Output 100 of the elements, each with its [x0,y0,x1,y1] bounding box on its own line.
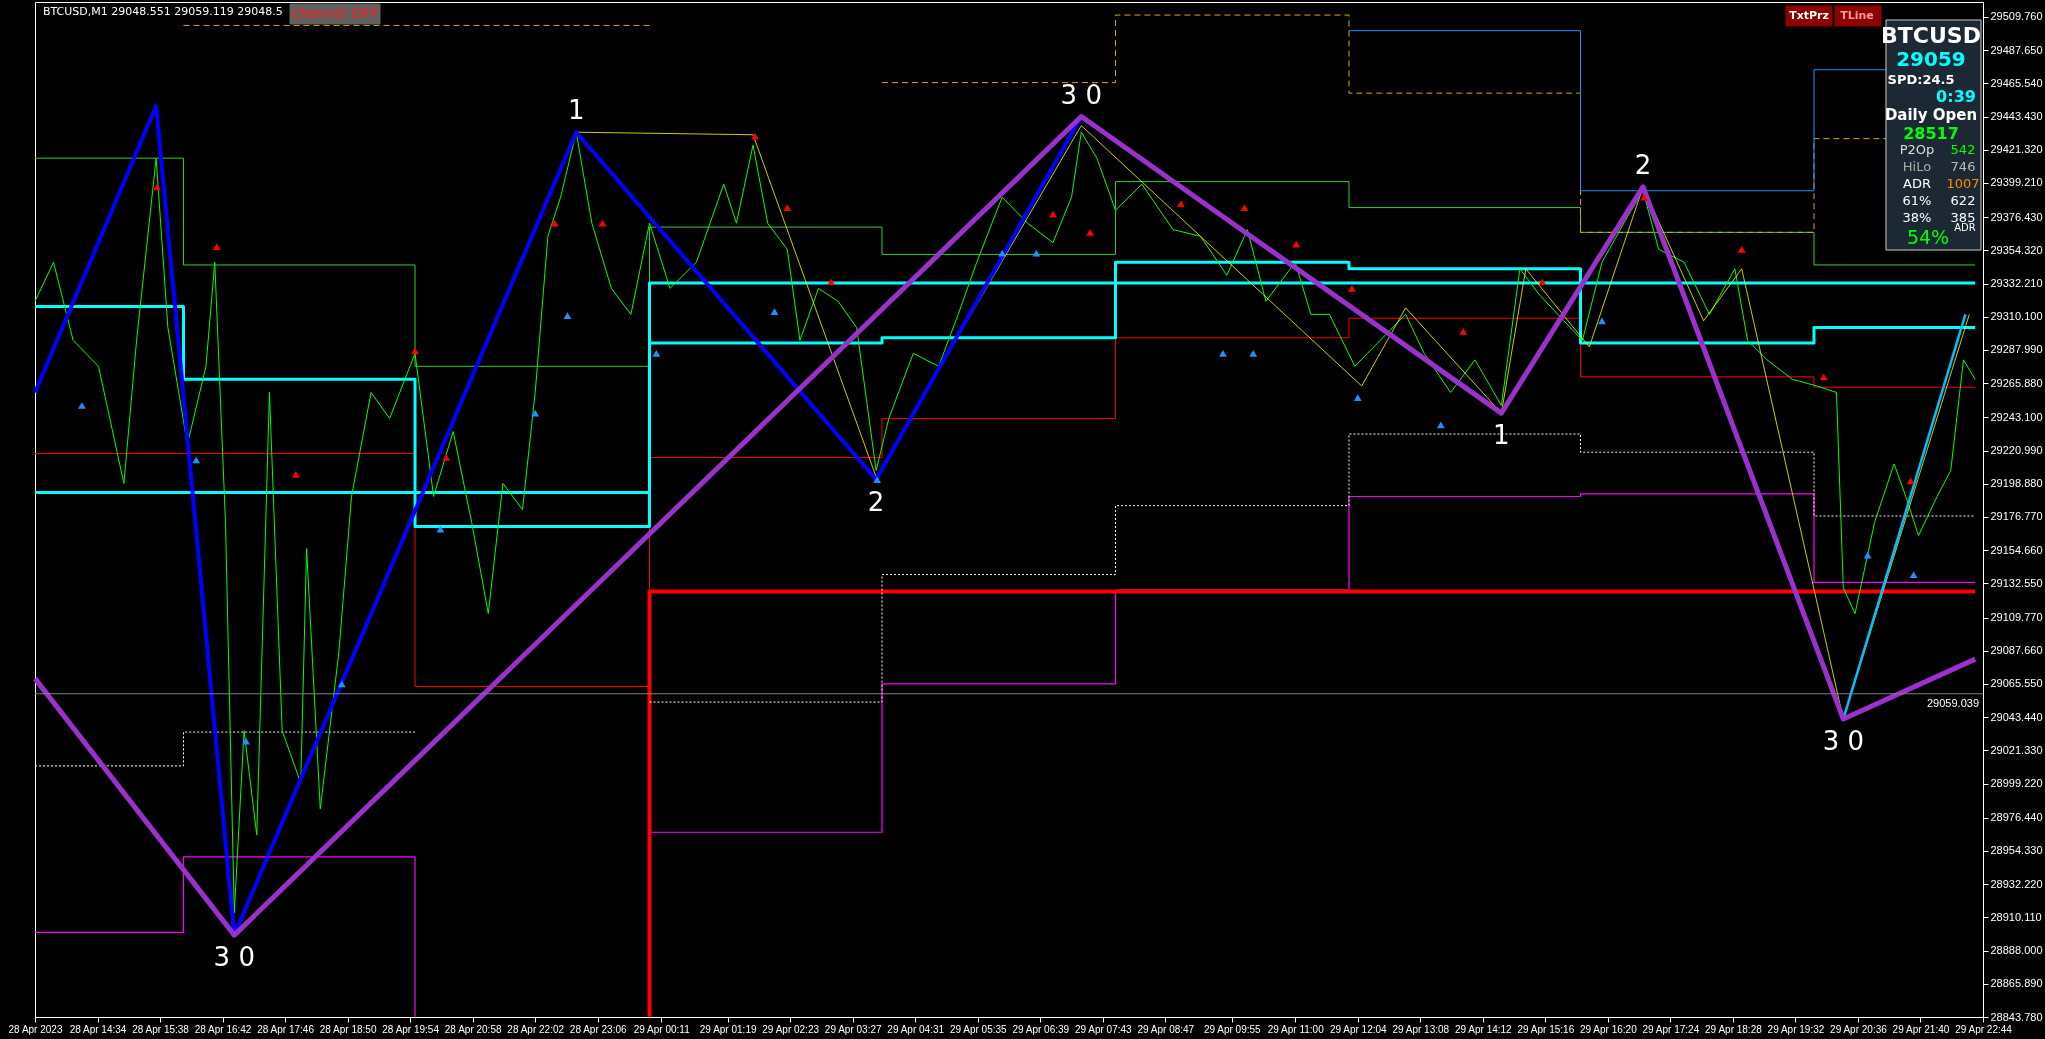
x-tick-label: 29 Apr 16:20 [1580,1023,1638,1035]
x-tick-label: 29 Apr 14:12 [1454,1023,1513,1035]
annotation: Daily Open [1884,106,1978,124]
y-tick-label: 29176.770 [1990,510,2043,523]
y-tick-label: 28932.220 [1990,877,2043,890]
point [1086,229,1094,236]
x-tick-label: 29 Apr 21:40 [1892,1023,1950,1035]
y-tick-label: 29220.990 [1990,444,2043,457]
annotation: 38% [1902,210,1932,225]
x-tick-label: 28 Apr 2023 [8,1023,63,1035]
point [827,278,836,286]
x-tick-label: 28 Apr 16:42 [194,1023,252,1035]
ref-line-label: 29059.039 [1927,696,1979,709]
x-tick-label: 29 Apr 22:44 [1955,1023,2013,1035]
point [411,347,419,355]
x-tick-label: 28 Apr 15:38 [132,1023,190,1035]
y-tick-label: 29399.210 [1990,176,2043,189]
point [873,476,881,483]
y-tick-label: 28999.220 [1990,777,2043,790]
annotation: TxtPrz [1789,9,1829,22]
annotation: 61% [1902,193,1932,208]
annotation: 1 [1493,420,1510,451]
x-tick-label: 28 Apr 19:54 [382,1023,440,1035]
x-tick-label: 29 Apr 12:04 [1329,1023,1388,1035]
point [1249,350,1258,357]
point [1598,317,1606,325]
x-tick-label: 29 Apr 01:19 [699,1023,757,1035]
y-tick-label: 29509.760 [1990,10,2043,23]
point [1538,278,1547,286]
point [442,454,451,461]
y-tick-label: 29487.650 [1990,43,2043,56]
y-tick-label: 29021.330 [1990,743,2043,756]
annotation: SPD:24.5 [1887,72,1955,87]
point [1219,350,1227,357]
point [1737,245,1746,253]
x-tick-label: 29 Apr 04:31 [887,1023,945,1035]
y-tick-label: 28888.000 [1990,944,2043,957]
point [1177,200,1185,208]
point [531,409,540,417]
y-tick-label: 29198.880 [1990,477,2043,490]
annotation: 385 [1950,210,1976,225]
annotation: 3 0 [1060,79,1102,110]
point [78,402,86,409]
y-tick-label: 29087.660 [1990,644,2043,657]
x-tick-label: 29 Apr 03:27 [824,1023,882,1035]
x-tick-label: 29 Apr 18:28 [1705,1023,1763,1035]
point [652,350,661,357]
x-tick-label: 29 Apr 15:16 [1517,1023,1575,1035]
y-tick-label: 28976.440 [1990,811,2043,824]
point [1353,394,1362,402]
point [1640,193,1648,201]
x-tick-label: 29 Apr 13:08 [1392,1023,1450,1035]
y-tick-label: 29332.210 [1990,277,2043,290]
y-tick-label: 29465.540 [1990,76,2043,89]
annotation: 2 [867,486,885,517]
x-tick-label: 29 Apr 09:55 [1203,1023,1262,1035]
annotation: 3 0 [213,942,255,973]
x-tick-label: 29 Apr 20:36 [1830,1023,1888,1035]
point [1240,204,1249,211]
x-tick-label: 29 Apr 00:11 [633,1023,691,1035]
y-tick-label: 29043.440 [1990,710,2043,723]
x-tick-label: 28 Apr 18:50 [319,1023,377,1035]
annotation: 542 [1950,142,1976,157]
point [1436,421,1445,429]
annotation: 28517 [1903,124,1959,143]
annotation: 1 [567,95,585,126]
point [1459,327,1468,335]
annotation: 3 0 [1822,726,1864,757]
annotation: BTCUSD [1881,23,1981,48]
y-tick-label: 29354.320 [1990,243,2043,256]
y-tick-label: 29265.880 [1990,376,2043,389]
x-tick-label: 28 Apr 14:34 [69,1023,127,1035]
y-tick-label: 29154.660 [1990,543,2043,556]
y-tick-label: 29132.550 [1990,576,2043,589]
point [770,308,779,315]
annotation: 1007 [1946,176,1980,191]
annotation: TLine [1840,9,1874,22]
y-tick-label: 28843.780 [1990,1010,2043,1023]
x-tick-label: 28 Apr 17:46 [257,1023,315,1035]
point [337,680,346,688]
y-tick-label: 29310.100 [1990,310,2043,323]
y-tick-label: 28910.110 [1990,910,2042,923]
x-tick-label: 29 Apr 02:23 [762,1023,820,1035]
x-tick-label: 29 Apr 19:32 [1767,1023,1825,1035]
x-tick-label: 28 Apr 22:02 [507,1023,565,1035]
point [1032,249,1041,257]
y-tick-label: 29421.320 [1990,143,2043,156]
y-tick-label: 29287.990 [1990,343,2043,356]
y-tick-label: 29065.550 [1990,677,2043,690]
x-tick-label: 28 Apr 23:06 [569,1023,628,1035]
annotation: 2 [1634,149,1652,180]
point [783,204,792,211]
x-tick-label: 29 Apr 11:00 [1267,1023,1325,1035]
annotation: ADR [1903,176,1931,191]
point [212,243,221,250]
annotation: 0:39 [1936,87,1976,106]
y-tick-label: 29243.100 [1990,410,2043,423]
annotation: HiLo [1902,159,1932,174]
y-tick-label: 28865.890 [1990,977,2043,990]
point [1909,571,1918,578]
